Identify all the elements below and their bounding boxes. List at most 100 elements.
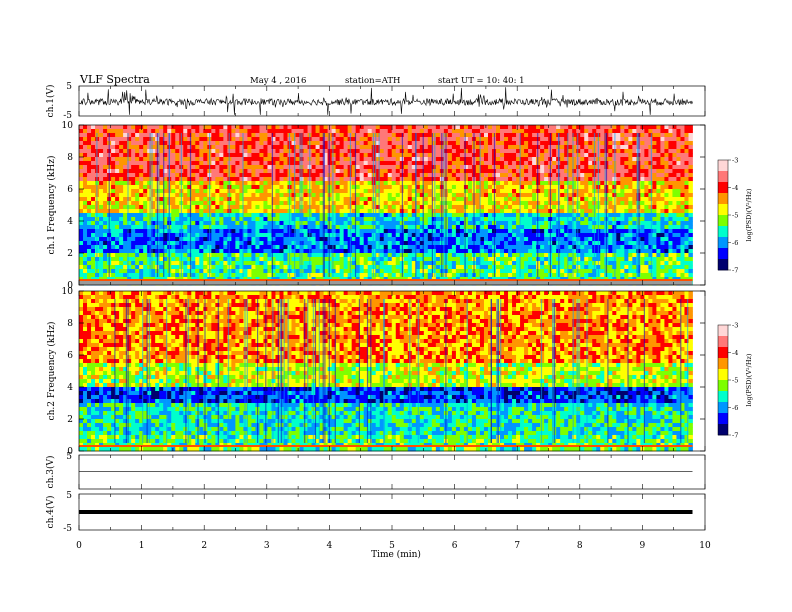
spectrogram-cell — [435, 217, 441, 222]
spectrogram-cell — [624, 153, 629, 158]
spectrogram-cell — [259, 197, 264, 202]
spectrogram-cell — [423, 141, 429, 146]
spectrogram-cell — [295, 161, 300, 166]
spectrogram-cell — [219, 165, 224, 170]
spectrogram-cell — [243, 125, 248, 130]
spectrogram-cell — [163, 125, 168, 130]
spectrogram-cell — [560, 181, 565, 186]
spectrogram-cell — [407, 229, 413, 234]
spectrogram-cell — [524, 153, 529, 158]
spectrogram-cell — [516, 173, 521, 178]
spectrogram-cell — [463, 193, 469, 198]
spectrogram-cell — [435, 201, 441, 206]
spectrogram-cell — [175, 173, 180, 178]
spectrogram-cell — [255, 241, 260, 246]
spectrogram-cell — [99, 205, 104, 210]
spectrogram-cell — [271, 129, 276, 134]
spectrogram-cell — [231, 253, 236, 258]
spectrogram-cell — [516, 189, 521, 194]
spectrogram-cell — [387, 205, 393, 210]
spectrogram-cell — [263, 177, 268, 182]
spectrogram-cell — [451, 201, 457, 206]
spectrogram-cell — [219, 253, 224, 258]
spectrogram-cell — [267, 165, 272, 170]
spectrogram-cell — [235, 181, 240, 186]
spectrogram-cell — [119, 217, 124, 222]
spectrogram-cell — [648, 137, 653, 142]
spectrogram-cell — [568, 221, 573, 226]
spectrogram-cell — [315, 217, 320, 222]
spectrogram-cell — [411, 133, 417, 138]
spectrogram-cell — [275, 189, 280, 194]
spectrogram-cell — [628, 125, 633, 130]
spectrogram-cell — [219, 173, 224, 178]
spectrogram-cell — [243, 193, 248, 198]
spectrogram-cell — [363, 213, 369, 218]
spectrogram-cell — [363, 145, 369, 150]
spectrogram-cell — [331, 213, 337, 218]
spectrogram-cell — [544, 173, 549, 178]
spectrogram-cell — [363, 161, 369, 166]
spectrogram-cell — [351, 237, 357, 242]
spectrogram-cell — [123, 157, 128, 162]
spectrogram-cell — [355, 149, 361, 154]
spectrogram-cell — [664, 153, 669, 158]
spectrogram-cell — [500, 133, 505, 138]
spectrogram-cell — [508, 153, 513, 158]
spectrogram-cell — [564, 197, 569, 202]
spectrogram-cell — [660, 169, 665, 174]
spectrogram-cell — [295, 165, 300, 170]
spectrogram-cell — [131, 249, 136, 254]
spectrogram-cell — [423, 225, 429, 230]
spectrogram-cell — [191, 245, 196, 250]
spectrogram-cell — [283, 185, 288, 190]
spectrogram-cell — [431, 149, 437, 154]
spectrogram-cell — [387, 217, 393, 222]
spectrogram-cell — [131, 241, 136, 246]
spectrogram-cell — [467, 209, 473, 214]
spectrogram-cell — [171, 205, 176, 210]
spectrogram-cell — [411, 141, 417, 146]
spectrogram-cell — [588, 181, 593, 186]
spectrogram-cell — [203, 217, 208, 222]
spectrogram-cell — [640, 217, 645, 222]
spectrogram-cell — [576, 213, 581, 218]
spectrogram-cell — [407, 189, 413, 194]
spectrogram-cell — [187, 141, 192, 146]
spectrogram-cell — [83, 181, 88, 186]
spectrogram-cell — [479, 245, 485, 250]
ch1-ytick-5: 5 — [66, 82, 72, 92]
spectrogram-cell — [195, 237, 200, 242]
spectrogram-cell — [363, 209, 369, 214]
spectrogram-cell — [608, 137, 613, 142]
spectrogram-cell — [351, 201, 357, 206]
spectrogram-cell — [387, 153, 393, 158]
spectrogram-cell — [319, 133, 324, 138]
spectrogram-cell — [467, 213, 473, 218]
spectrogram-cell — [483, 229, 489, 234]
spectrogram-cell — [640, 133, 645, 138]
spectrogram-cell — [688, 137, 693, 142]
spectrogram-cell — [500, 169, 505, 174]
spectrogram-cell — [99, 181, 104, 186]
spectrogram-cell — [199, 129, 204, 134]
spectrogram-cell — [255, 145, 260, 150]
spectrogram-cell — [451, 149, 457, 154]
spectrogram-cell — [271, 249, 276, 254]
spectrogram-cell — [379, 145, 385, 150]
spectrogram-cell — [123, 237, 128, 242]
spectrogram-cell — [119, 141, 124, 146]
spectrogram-cell — [528, 249, 533, 254]
spectrogram-cell — [656, 213, 661, 218]
spectrogram-cell — [175, 169, 180, 174]
spectrogram-cell — [656, 133, 661, 138]
spectrogram-cell — [243, 253, 248, 258]
spectrogram-cell — [496, 157, 501, 162]
spectrogram-cell — [343, 197, 349, 202]
spectrogram-cell — [383, 133, 389, 138]
spectrogram-cell — [363, 205, 369, 210]
spectrogram-cell — [447, 209, 453, 214]
spectrogram-cell — [115, 129, 120, 134]
spectrogram-cell — [143, 165, 148, 170]
spectrogram-cell — [640, 137, 645, 142]
